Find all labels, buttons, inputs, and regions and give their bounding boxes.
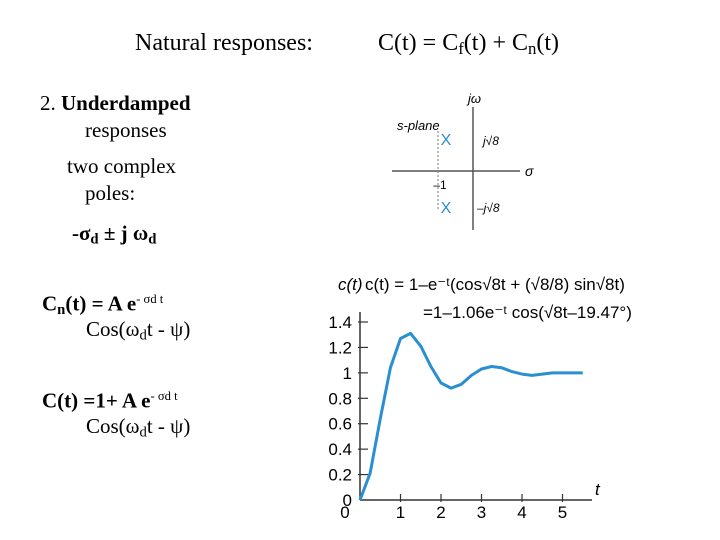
chart-equation-line2: =1–1.06e⁻ᵗ cos(√8t–19.47°) xyxy=(423,303,632,322)
y-tick-label: 0.2 xyxy=(328,466,352,485)
cn-exp: - σd t xyxy=(136,292,164,306)
section-line2: poles: xyxy=(85,181,136,205)
s-plane-diagram: jω σ s-plane X X j√8 –j√8 –1 xyxy=(392,91,534,230)
y-tick-label: 0.8 xyxy=(328,389,352,408)
real-axis-label: σ xyxy=(525,163,534,179)
heading-equation: C(t) = Cf(t) + Cn(t) xyxy=(378,30,559,59)
cn-cos-sub: d xyxy=(139,327,147,344)
real-tick-label: –1 xyxy=(433,178,447,192)
upper-pole-label: j√8 xyxy=(481,134,499,148)
heading-title: Natural responses: xyxy=(135,30,313,56)
heading-eq-n: n xyxy=(528,39,537,59)
heading-eq-c: C(t) = C xyxy=(378,30,459,56)
c-cos-a: Cos(ω xyxy=(86,414,140,438)
chart-xlabel: t xyxy=(595,480,601,499)
c-cos-sub: d xyxy=(139,424,147,441)
y-tick-label: 1 xyxy=(343,364,352,383)
poles-sigma: -σ xyxy=(72,221,91,245)
y-tick-label: 1.2 xyxy=(328,338,352,357)
cn-rhs: (t) = A e xyxy=(65,291,137,316)
chart-ylabel: c(t) xyxy=(338,275,363,294)
section-title-cont: responses xyxy=(85,118,167,142)
response-curve xyxy=(358,331,583,501)
chart-equation-line1: c(t) = 1–e⁻ᵗ(cos√8t + (√8/8) sin√8t) xyxy=(365,275,625,294)
x-tick-label: 2 xyxy=(436,503,445,522)
heading-eq-f: f xyxy=(458,39,464,59)
section-number: 2. xyxy=(40,91,56,115)
cn-lhs: C xyxy=(42,291,58,316)
c-exp: - σd t xyxy=(150,389,178,403)
cn-cos: Cos(ωdt - ψ) xyxy=(86,316,190,350)
x-tick-label: 4 xyxy=(517,503,526,522)
poles-sub2: d xyxy=(148,231,157,248)
lower-pole-marker: X xyxy=(441,200,452,217)
chart-static: c(t) c(t) = 1–e⁻ᵗ(cos√8t + (√8/8) sin√8t… xyxy=(338,275,632,322)
section-title-text: Underdamped xyxy=(61,91,191,115)
upper-pole-marker: X xyxy=(441,132,452,149)
poles-expression: -σd ± j ωd xyxy=(72,220,156,254)
heading-eq-end: (t) xyxy=(536,30,560,56)
c-cos-b: t - ψ) xyxy=(146,414,191,438)
c-cos: Cos(ωdt - ψ) xyxy=(86,413,190,447)
x-tick-label: 1 xyxy=(396,503,405,522)
origin-label: 0 xyxy=(340,503,349,522)
imag-axis-label: jω xyxy=(466,91,481,106)
section-title: 2. Underdamped xyxy=(40,90,191,117)
cn-equation: Cn(t) = A e- σd t xyxy=(42,286,163,324)
chart-axes xyxy=(359,312,592,501)
x-tick-label: 3 xyxy=(477,503,486,522)
chart-ticks: 1.4 1.2 1 0.8 0.6 0.4 0.2 0 1 2 3 4 5 0 t xyxy=(328,313,601,522)
step-response-chart: c(t) c(t) = 1–e⁻ᵗ(cos√8t + (√8/8) sin√8t… xyxy=(328,275,632,522)
c-lhs: C(t) =1+ A e xyxy=(42,388,151,413)
y-tick-label: 0.4 xyxy=(328,440,352,459)
y-tick-label: 0 xyxy=(343,491,352,510)
poles-rest: ± j ω xyxy=(98,221,149,245)
cn-lhs-sub: n xyxy=(57,302,66,319)
cn-cos-b: t - ψ) xyxy=(146,317,191,341)
c-equation: C(t) =1+ A e- σd t xyxy=(42,383,178,415)
y-tick-label: 1.4 xyxy=(328,313,352,332)
lower-pole-label: –j√8 xyxy=(476,201,500,215)
x-tick-label: 5 xyxy=(558,503,567,522)
section-line1: two complex xyxy=(67,154,177,178)
poles-sub: d xyxy=(90,231,99,248)
cn-cos-a: Cos(ω xyxy=(86,317,140,341)
y-tick-label: 0.6 xyxy=(328,415,352,434)
heading-eq-mid: (t) + C xyxy=(463,30,528,56)
s-plane-label: s-plane xyxy=(397,118,440,133)
